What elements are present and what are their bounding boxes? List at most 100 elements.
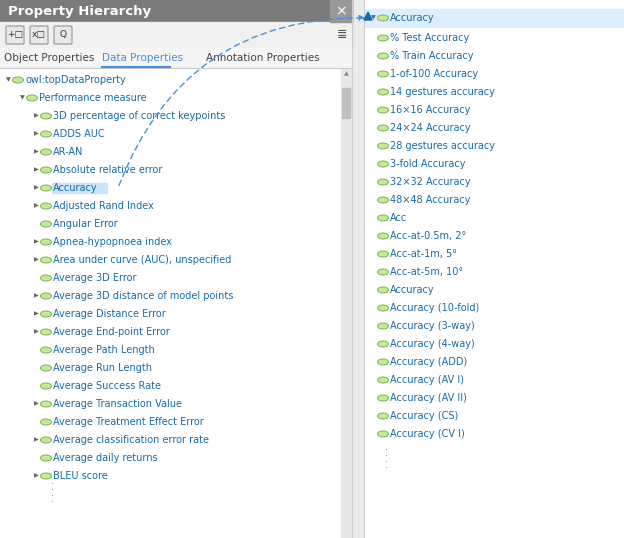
Bar: [342, 88, 350, 118]
Text: Average 3D distance of model points: Average 3D distance of model points: [53, 291, 233, 301]
Text: Average classification error rate: Average classification error rate: [53, 435, 209, 445]
Ellipse shape: [378, 233, 389, 239]
Text: ×: ×: [335, 4, 347, 18]
Ellipse shape: [41, 383, 52, 389]
Ellipse shape: [378, 15, 389, 21]
Ellipse shape: [378, 125, 389, 131]
Text: ·: ·: [384, 451, 388, 461]
Text: ·: ·: [52, 491, 54, 501]
Text: Angular Error: Angular Error: [53, 219, 118, 229]
Text: Accuracy: Accuracy: [390, 13, 435, 23]
Text: Accuracy: Accuracy: [390, 285, 435, 295]
Ellipse shape: [41, 401, 52, 407]
Text: Absolute relative error: Absolute relative error: [53, 165, 162, 175]
Bar: [0, 0, 352, 22]
Text: % Test Accuracy: % Test Accuracy: [390, 33, 469, 43]
Bar: [52, 183, 107, 193]
Text: ·: ·: [52, 479, 54, 489]
Text: ▶: ▶: [34, 114, 39, 118]
Bar: [0, 68, 352, 538]
Text: ▶: ▶: [34, 186, 39, 190]
Ellipse shape: [41, 311, 52, 317]
Ellipse shape: [41, 113, 52, 119]
Text: Accuracy (CS): Accuracy (CS): [390, 411, 458, 421]
Text: ▶: ▶: [34, 203, 39, 209]
Text: Acc: Acc: [390, 213, 407, 223]
Text: 24×24 Accuracy: 24×24 Accuracy: [390, 123, 470, 133]
Ellipse shape: [41, 257, 52, 263]
Ellipse shape: [378, 35, 389, 41]
Ellipse shape: [378, 197, 389, 203]
Text: Performance measure: Performance measure: [39, 93, 147, 103]
Ellipse shape: [12, 77, 24, 83]
Ellipse shape: [41, 329, 52, 335]
Text: 1-of-100 Accuracy: 1-of-100 Accuracy: [390, 69, 478, 79]
Text: 3-fold Accuracy: 3-fold Accuracy: [390, 159, 466, 169]
Ellipse shape: [41, 419, 52, 425]
Text: ▶: ▶: [34, 473, 39, 478]
Ellipse shape: [41, 167, 52, 173]
Ellipse shape: [378, 431, 389, 437]
Text: 16×16 Accuracy: 16×16 Accuracy: [390, 105, 470, 115]
Text: ·: ·: [52, 485, 54, 495]
Text: Average Transaction Value: Average Transaction Value: [53, 399, 182, 409]
Ellipse shape: [41, 455, 52, 461]
Text: x□: x□: [32, 31, 46, 39]
Ellipse shape: [378, 269, 389, 275]
Text: AR-AN: AR-AN: [53, 147, 84, 157]
Ellipse shape: [378, 395, 389, 401]
Text: 3D percentage of correct keypoints: 3D percentage of correct keypoints: [53, 111, 225, 121]
Text: Accuracy (AV II): Accuracy (AV II): [390, 393, 467, 403]
FancyArrowPatch shape: [119, 16, 364, 186]
Text: ▶: ▶: [34, 150, 39, 154]
Text: ▶: ▶: [34, 258, 39, 263]
Text: Adjusted Rand Index: Adjusted Rand Index: [53, 201, 154, 211]
Ellipse shape: [41, 293, 52, 299]
Bar: [0, 22, 352, 48]
Ellipse shape: [378, 413, 389, 419]
Text: ▼: ▼: [6, 77, 11, 82]
Text: Apnea-hypopnoea index: Apnea-hypopnoea index: [53, 237, 172, 247]
Text: 32×32 Accuracy: 32×32 Accuracy: [390, 177, 470, 187]
Ellipse shape: [378, 179, 389, 185]
Ellipse shape: [378, 305, 389, 311]
Bar: [365, 0, 624, 538]
Ellipse shape: [41, 221, 52, 227]
Text: ▼: ▼: [20, 96, 25, 101]
Text: ▶: ▶: [34, 239, 39, 244]
Ellipse shape: [378, 89, 389, 95]
Bar: [0, 48, 352, 68]
Text: % Train Accuracy: % Train Accuracy: [390, 51, 474, 61]
Bar: [365, 9, 624, 27]
Ellipse shape: [41, 275, 52, 281]
Text: ▶: ▶: [34, 167, 39, 173]
FancyBboxPatch shape: [30, 26, 48, 44]
Text: Accuracy (3-way): Accuracy (3-way): [390, 321, 475, 331]
Text: ≣: ≣: [337, 29, 347, 41]
Ellipse shape: [41, 149, 52, 155]
Text: +□: +□: [7, 31, 23, 39]
Text: Accuracy (ADD): Accuracy (ADD): [390, 357, 467, 367]
Text: Average Distance Error: Average Distance Error: [53, 309, 166, 319]
Text: Acc-at-0.5m, 2°: Acc-at-0.5m, 2°: [390, 231, 466, 241]
Ellipse shape: [378, 323, 389, 329]
Ellipse shape: [41, 131, 52, 137]
Text: Accuracy (10-fold): Accuracy (10-fold): [390, 303, 479, 313]
FancyBboxPatch shape: [6, 26, 24, 44]
Text: ·: ·: [384, 463, 388, 473]
Text: Property Hierarchy: Property Hierarchy: [8, 4, 151, 18]
Text: ·: ·: [52, 497, 54, 507]
Text: ▶: ▶: [34, 401, 39, 407]
Text: 28 gestures accuracy: 28 gestures accuracy: [390, 141, 495, 151]
Text: Data Properties: Data Properties: [102, 53, 183, 63]
Text: Average End-point Error: Average End-point Error: [53, 327, 170, 337]
Text: ·: ·: [384, 445, 388, 455]
Ellipse shape: [378, 359, 389, 365]
Ellipse shape: [41, 239, 52, 245]
Ellipse shape: [378, 71, 389, 77]
Text: Average Run Length: Average Run Length: [53, 363, 152, 373]
Text: Object Properties: Object Properties: [4, 53, 94, 63]
Ellipse shape: [378, 161, 389, 167]
Text: Average Path Length: Average Path Length: [53, 345, 155, 355]
Text: Acc-at-1m, 5°: Acc-at-1m, 5°: [390, 249, 457, 259]
